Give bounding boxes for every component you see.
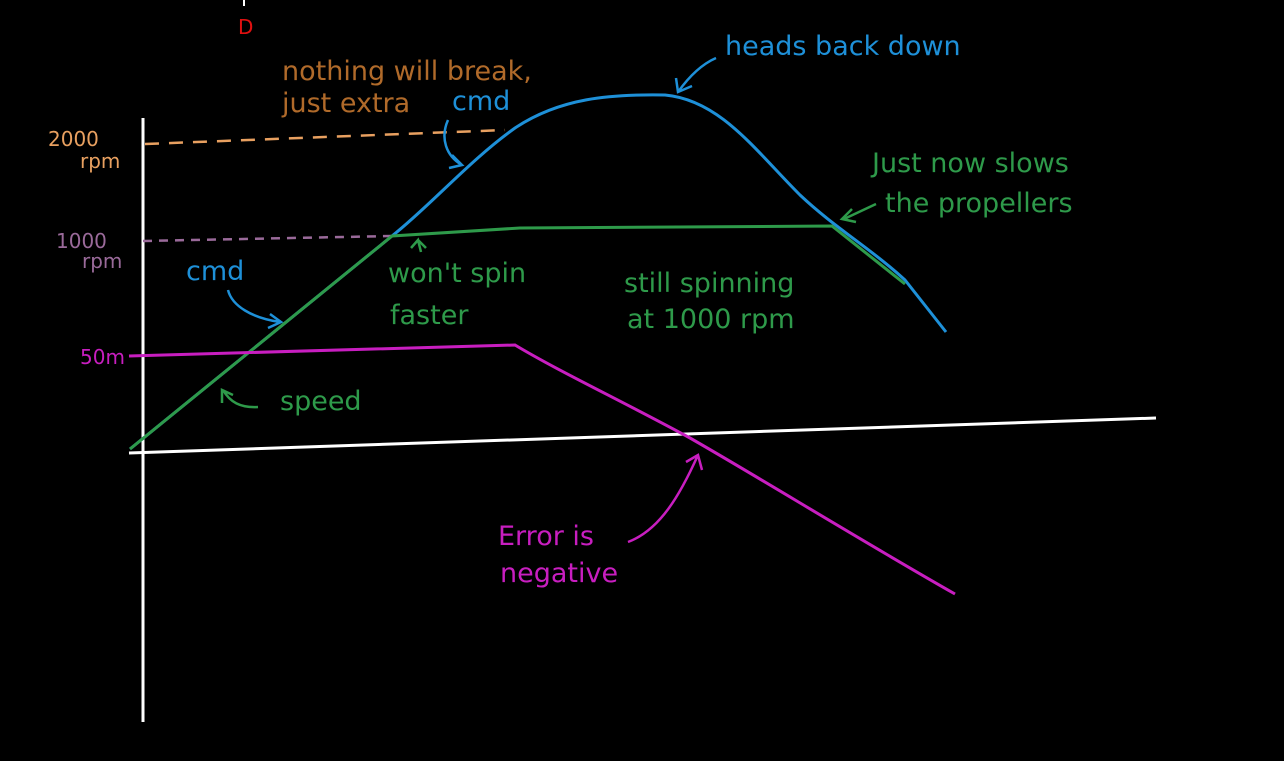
- speed-arrow: [220, 388, 259, 409]
- rpm-2000-value-label: 2000: [48, 127, 99, 151]
- error-text-1: Error is: [498, 521, 594, 552]
- still-spinning-text-1: still spinning: [624, 268, 794, 299]
- extra-cmd-text: cmd: [452, 86, 510, 117]
- error-arrow: [627, 453, 704, 544]
- cmd-left-arrow: [226, 289, 284, 330]
- rpm-1000-unit-label: rpm: [82, 249, 122, 273]
- extra-cmd-arrow: [443, 119, 465, 170]
- just-now-arrow: [839, 202, 877, 224]
- heads-back-down-text: heads back down: [725, 31, 961, 62]
- cmd-curve: [129, 93, 948, 451]
- nothing-break-text-1: nothing will break,: [282, 56, 532, 87]
- still-spinning-text-2: at 1000 rpm: [627, 304, 795, 335]
- error-curve: [128, 343, 956, 596]
- wont-spin-text-1: won't spin: [388, 258, 526, 289]
- cmd-left-text: cmd: [186, 256, 244, 287]
- nothing-break-text-2: just extra: [281, 88, 410, 119]
- rpm-2000-reference-line: [144, 128, 506, 146]
- x-axis: [128, 416, 1157, 455]
- just-now-text-1: Just now slows: [870, 148, 1069, 179]
- wont-spin-text-2: faster: [390, 300, 469, 331]
- just-now-text-2: the propellers: [885, 188, 1073, 219]
- rpm-1000-value-label: 1000: [56, 229, 107, 253]
- rpm-2000-unit-label: rpm: [80, 149, 120, 173]
- wont-spin-arrow: [410, 237, 427, 253]
- error-50-label: 50m: [80, 345, 125, 369]
- error-text-2: negative: [500, 558, 618, 589]
- speed-curve: [129, 224, 906, 451]
- rpm-1000-reference-line: [142, 234, 393, 243]
- corner-mark: D: [238, 15, 253, 39]
- heads-back-down-arrow: [674, 56, 717, 94]
- speed-text: speed: [280, 386, 362, 417]
